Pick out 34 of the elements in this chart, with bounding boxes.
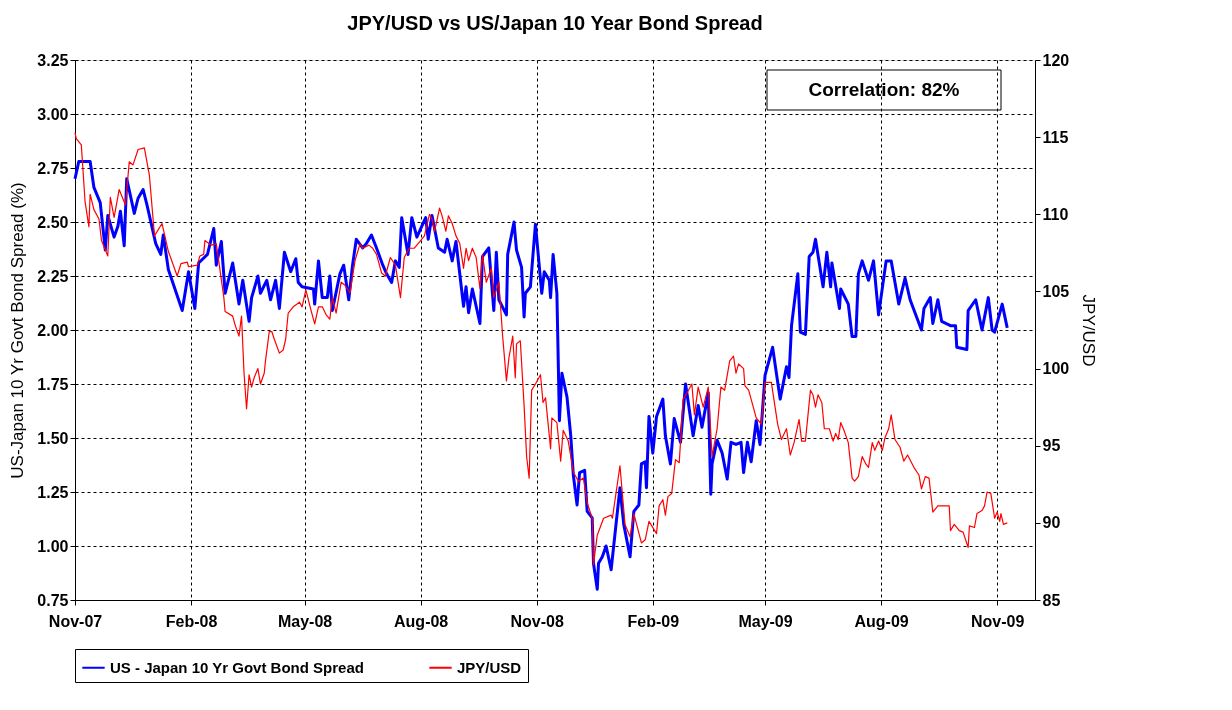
x-tick-label: Aug-09 bbox=[854, 612, 909, 630]
y-tick-label: 3.00 bbox=[37, 105, 69, 123]
y-tick-label: 2.75 bbox=[37, 159, 69, 177]
y2-tick-label: 90 bbox=[1042, 514, 1061, 532]
x-tick-label: Nov-07 bbox=[48, 612, 103, 630]
y-tick-label: 2.25 bbox=[37, 267, 69, 285]
legend-label: US - Japan 10 Yr Govt Bond Spread bbox=[110, 658, 364, 676]
y2-tick-label: 100 bbox=[1042, 360, 1070, 378]
y-axis-title: US-Japan 10 Yr Govt Bond Spread (%) bbox=[8, 182, 28, 479]
y2-tick-label: 115 bbox=[1042, 128, 1069, 146]
y-tick-label: 1.75 bbox=[37, 375, 69, 393]
y-tick-label: 1.00 bbox=[37, 537, 69, 555]
y-tick-label: 1.50 bbox=[37, 429, 69, 447]
y2-tick-label: 105 bbox=[1042, 282, 1070, 300]
x-tick-label: Nov-09 bbox=[970, 612, 1025, 630]
x-tick-label: May-08 bbox=[277, 612, 333, 630]
y2-tick-label: 95 bbox=[1042, 437, 1061, 455]
x-tick-label: Aug-08 bbox=[394, 612, 449, 630]
y-tick-label: 0.75 bbox=[37, 591, 69, 609]
legend-label: JPY/USD bbox=[457, 658, 522, 676]
y2-tick-label: 110 bbox=[1042, 205, 1069, 223]
y-tick-label: 3.25 bbox=[37, 51, 69, 69]
y-tick-label: 1.25 bbox=[37, 483, 69, 501]
x-tick-label: Nov-08 bbox=[510, 612, 564, 630]
annotation: Correlation: 82% bbox=[808, 79, 960, 100]
y2-tick-label: 85 bbox=[1042, 591, 1061, 609]
y2-axis-title: JPY/USD bbox=[1079, 294, 1099, 367]
x-tick-label: May-09 bbox=[738, 612, 793, 630]
x-tick-label: Feb-09 bbox=[627, 612, 680, 630]
y2-tick-label: 120 bbox=[1042, 51, 1070, 69]
y-tick-label: 2.00 bbox=[37, 321, 69, 339]
y-tick-label: 2.50 bbox=[37, 213, 69, 231]
x-tick-label: Feb-08 bbox=[165, 612, 218, 630]
chart-title: JPY/USD vs US/Japan 10 Year Bond Spread bbox=[347, 12, 763, 34]
